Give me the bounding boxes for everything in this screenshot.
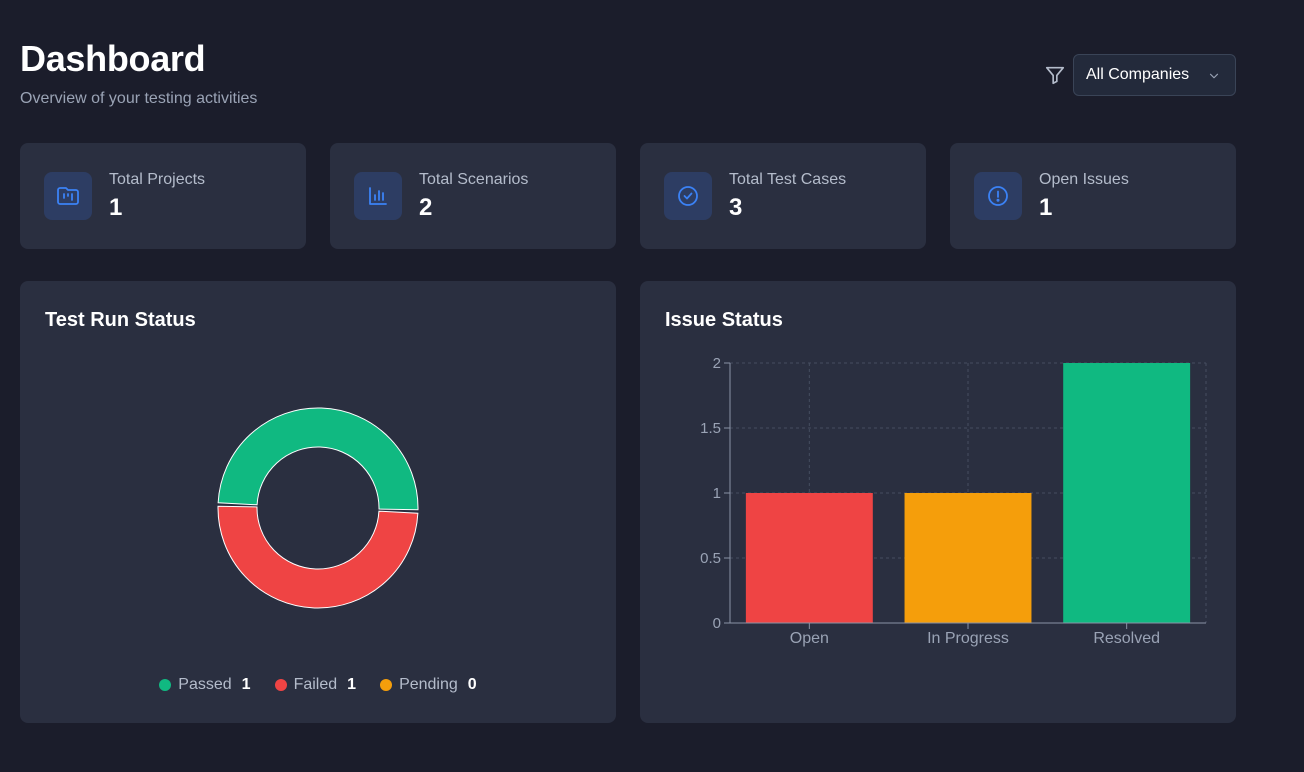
test-run-status-panel: Test Run Status Passed 1 Failed 1 Pendin…: [20, 281, 616, 723]
panel-title: Test Run Status: [45, 309, 196, 331]
legend-label: Failed: [293, 676, 338, 693]
page-subtitle: Overview of your testing activities: [20, 90, 258, 107]
legend-dot: [274, 679, 287, 691]
issue-status-panel: Issue Status 0 0.5 1 1.5 2 Open In Progress Res…: [640, 281, 1236, 723]
legend-dot: [159, 679, 172, 691]
legend-item-failed: Failed 1: [274, 676, 357, 694]
bar-chart-icon: [369, 187, 387, 205]
y-tick-label: 2: [713, 355, 721, 372]
stat-card-total-test-cases: Total Test Cases 3: [640, 143, 926, 249]
stat-value: 1: [109, 194, 123, 221]
panel-title: Issue Status: [665, 309, 783, 331]
stat-value: 2: [419, 194, 433, 221]
stat-icon-box: [974, 172, 1022, 220]
y-tick-label: 1: [713, 485, 721, 502]
legend-label: Passed: [178, 676, 232, 693]
stat-card-total-scenarios: Total Scenarios 2: [330, 143, 616, 249]
company-select[interactable]: All Companies: [1073, 54, 1236, 96]
stat-card-total-projects: Total Projects 1: [20, 143, 306, 249]
chevron-down-icon: [1209, 73, 1219, 79]
y-tick-label: 0: [713, 615, 721, 632]
test-run-legend: Passed 1 Failed 1 Pending 0: [20, 676, 616, 694]
x-tick-label: Open: [790, 630, 829, 647]
legend-item-pending: Pending 0: [380, 676, 477, 694]
stat-icon-box: [664, 172, 712, 220]
issue-status-bar-chart: 0 0.5 1 1.5 2 Open In Progress Resolved: [700, 355, 1207, 647]
stat-label: Total Scenarios: [419, 171, 529, 188]
stat-icon-box: [354, 172, 402, 220]
stat-value: 1: [1039, 194, 1053, 221]
legend-dot: [380, 679, 393, 691]
folder-kanban-icon: [57, 187, 79, 205]
donut-slice-failed[interactable]: [217, 505, 419, 609]
bar-resolved[interactable]: [1063, 363, 1191, 623]
legend-value: 1: [347, 676, 357, 693]
check-circle-icon: [678, 186, 698, 206]
stat-label: Open Issues: [1039, 171, 1129, 188]
x-tick-label: Resolved: [1093, 630, 1160, 647]
legend-value: 1: [241, 676, 251, 693]
filter-icon[interactable]: [1044, 64, 1066, 86]
company-select-value: All Companies: [1086, 66, 1190, 83]
bar-open[interactable]: [745, 493, 873, 623]
y-tick-label: 1.5: [700, 420, 721, 437]
test-run-donut-chart: [217, 407, 419, 609]
legend-value: 0: [467, 676, 477, 693]
y-tick-label: 0.5: [700, 550, 721, 567]
stat-icon-box: [44, 172, 92, 220]
stat-label: Total Test Cases: [729, 171, 847, 188]
legend-item-passed: Passed 1: [159, 676, 251, 694]
legend-label: Pending: [399, 676, 458, 693]
alert-circle-icon: [988, 186, 1008, 206]
x-tick-label: In Progress: [927, 630, 1009, 647]
stat-card-open-issues: Open Issues 1: [950, 143, 1236, 249]
donut-slice-passed[interactable]: [217, 407, 419, 511]
stat-label: Total Projects: [109, 171, 206, 188]
stat-value: 3: [729, 194, 743, 221]
page-title: Dashboard: [20, 38, 206, 79]
bar-in-progress[interactable]: [904, 493, 1032, 623]
